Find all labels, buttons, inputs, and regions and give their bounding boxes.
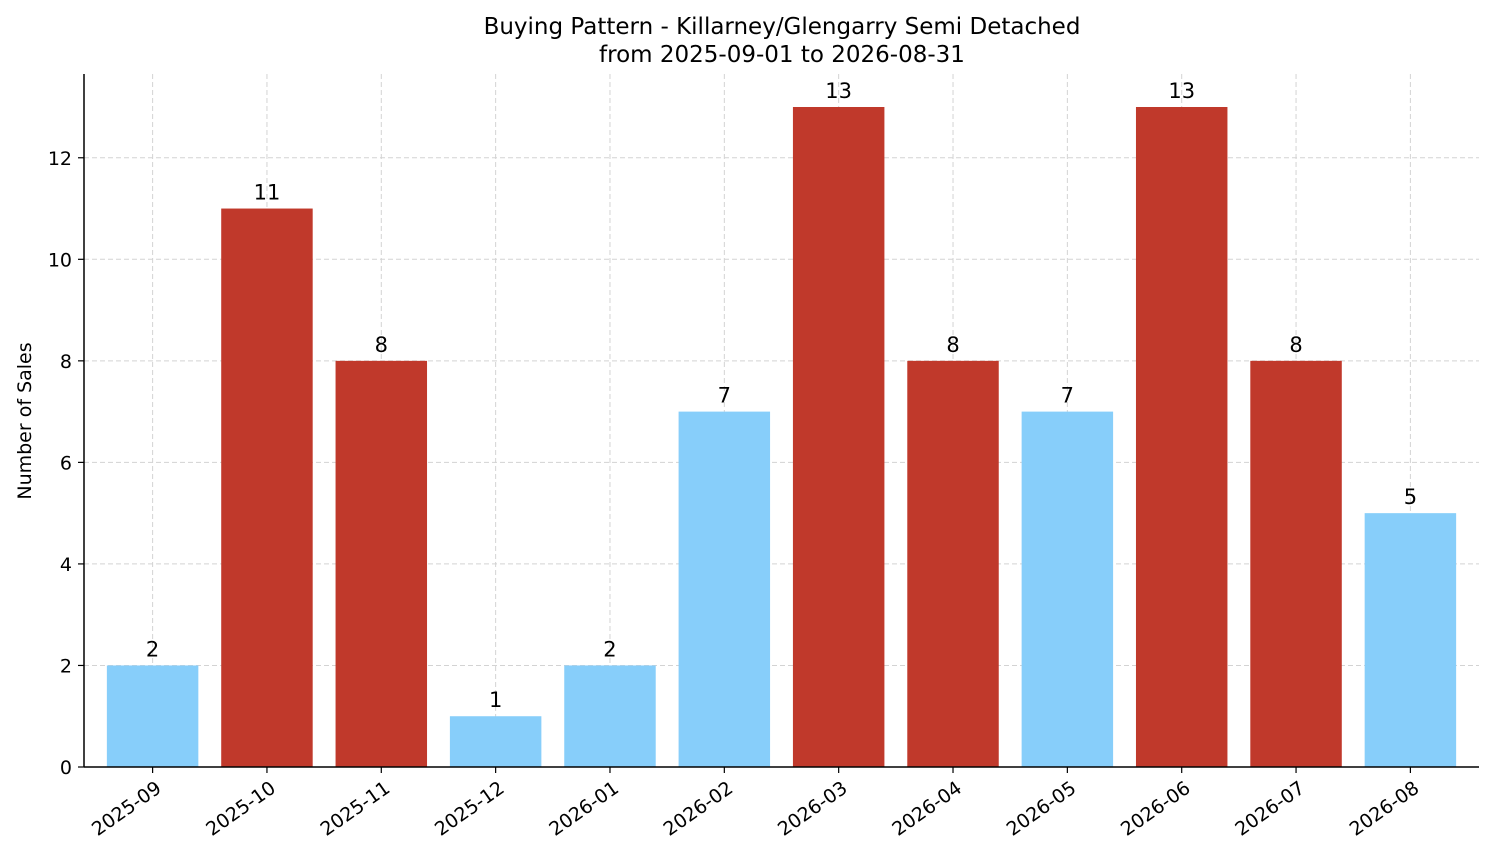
x-tick-label: 2026-04 — [888, 777, 966, 841]
data-label: 8 — [946, 333, 959, 357]
y-tick-label: 2 — [60, 655, 72, 677]
y-tick-label: 0 — [60, 757, 72, 779]
data-label: 2 — [146, 637, 159, 661]
bar — [1021, 411, 1114, 767]
data-label: 13 — [1168, 79, 1195, 103]
bar — [335, 360, 428, 767]
y-tick-label: 8 — [60, 351, 72, 373]
x-tick-label: 2026-05 — [1003, 777, 1081, 841]
x-tick-label: 2026-01 — [545, 777, 623, 841]
y-axis-label: Number of Sales — [14, 342, 36, 499]
y-tick-label: 10 — [48, 249, 72, 271]
data-labels: 2 11 8 1 2 7 13 8 7 13 8 5 — [146, 79, 1417, 712]
chart-subtitle: from 2025-09-01 to 2026-08-31 — [599, 42, 965, 68]
bar — [1250, 360, 1342, 767]
x-tick-label: 2026-07 — [1231, 777, 1309, 841]
data-label: 5 — [1404, 485, 1417, 509]
x-tick-label: 2026-02 — [660, 777, 738, 841]
bar — [792, 107, 885, 767]
bars — [106, 107, 1457, 768]
y-tick-label: 12 — [48, 148, 72, 170]
data-label: 7 — [718, 384, 731, 408]
data-label: 7 — [1061, 384, 1074, 408]
bar — [1135, 107, 1228, 767]
x-tick-label: 2025-09 — [88, 777, 166, 841]
x-tick-label: 2025-11 — [317, 777, 395, 841]
data-label: 2 — [603, 637, 616, 661]
x-tick-label: 2026-08 — [1346, 777, 1424, 841]
chart-title: Buying Pattern - Killarney/Glengarry Sem… — [484, 14, 1081, 40]
y-tick-label: 6 — [60, 452, 72, 474]
bar — [221, 208, 313, 768]
x-tick-label: 2025-12 — [431, 777, 509, 841]
data-label: 8 — [1289, 333, 1302, 357]
bar — [678, 411, 771, 767]
data-label: 11 — [254, 181, 281, 205]
x-tick-label: 2025-10 — [202, 777, 280, 841]
x-tick-label: 2026-06 — [1117, 777, 1195, 841]
data-label: 1 — [489, 688, 502, 712]
bar — [564, 665, 656, 767]
data-label: 13 — [825, 79, 852, 103]
bar — [1364, 513, 1457, 767]
bar — [106, 665, 199, 767]
x-tick-label: 2026-03 — [774, 777, 852, 841]
bar — [907, 360, 999, 767]
data-label: 8 — [375, 333, 388, 357]
bar — [449, 716, 542, 767]
y-tick-label: 4 — [60, 554, 72, 576]
